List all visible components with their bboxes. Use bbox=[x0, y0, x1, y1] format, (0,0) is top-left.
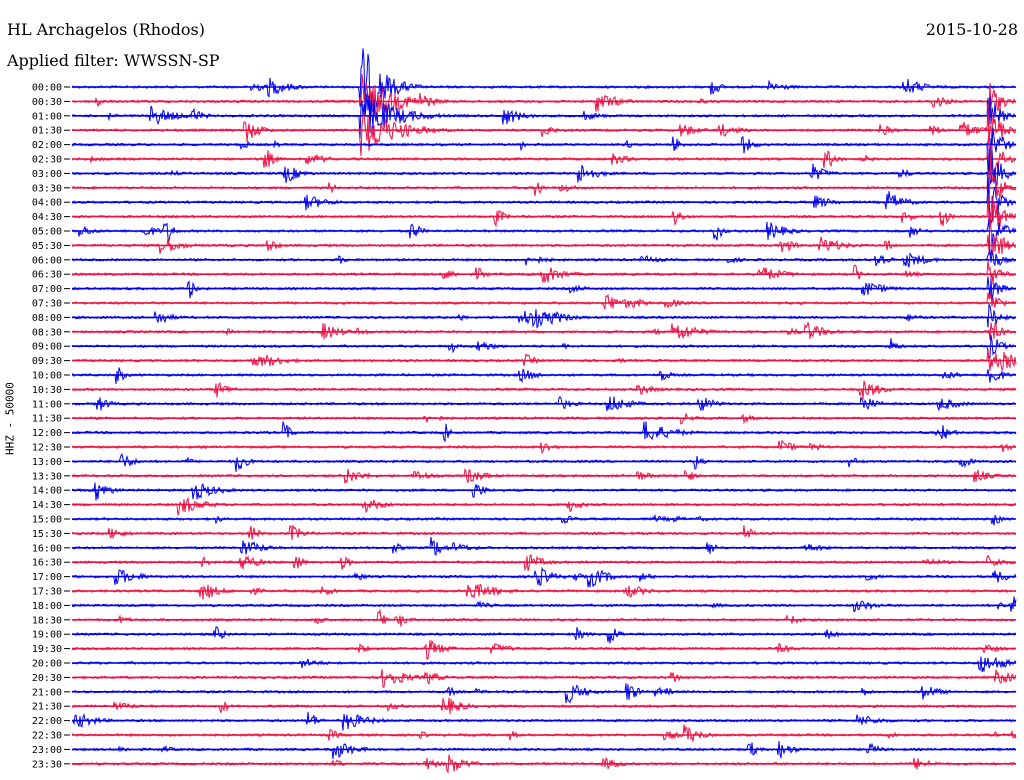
tick-label: 10:30 bbox=[32, 385, 62, 396]
tick-label: 17:00 bbox=[32, 572, 62, 583]
tick-label: 08:30 bbox=[32, 327, 62, 338]
tick-label: 01:00 bbox=[32, 111, 62, 122]
tick-label: 16:00 bbox=[32, 543, 62, 554]
seismic-trace bbox=[71, 380, 1017, 400]
tick-label: 07:30 bbox=[32, 299, 62, 310]
seismic-trace bbox=[71, 482, 1017, 501]
tick-label: 00:00 bbox=[32, 83, 62, 94]
seismic-trace bbox=[71, 656, 1017, 673]
tick-label: 20:30 bbox=[32, 673, 62, 684]
seismic-trace bbox=[71, 583, 1016, 600]
tick-label: 02:30 bbox=[32, 155, 62, 166]
tick-label: 06:30 bbox=[32, 270, 62, 281]
seismic-trace bbox=[71, 639, 1017, 661]
tick-label: 12:00 bbox=[32, 428, 62, 439]
tick-label: 03:30 bbox=[32, 183, 62, 194]
tick-label: 15:30 bbox=[32, 529, 62, 540]
seismic-trace bbox=[72, 420, 1017, 443]
station-title: HL Archagelos (Rhodos) bbox=[7, 20, 205, 39]
tick-label: 17:30 bbox=[32, 587, 62, 598]
seismic-trace bbox=[71, 48, 1017, 117]
tick-label: 14:30 bbox=[32, 500, 62, 511]
tick-label: 15:00 bbox=[32, 515, 62, 526]
tick-label: 20:00 bbox=[32, 659, 62, 670]
tick-label: 06:00 bbox=[32, 255, 62, 266]
seismic-trace bbox=[71, 724, 1017, 742]
tick-label: 00:30 bbox=[32, 97, 62, 108]
seismic-trace bbox=[71, 218, 1017, 257]
tick-label: 02:00 bbox=[32, 140, 62, 151]
tick-label: 10:00 bbox=[32, 371, 62, 382]
seismic-trace bbox=[72, 566, 1017, 588]
tick-label: 09:30 bbox=[32, 356, 62, 367]
seismic-trace bbox=[71, 596, 1017, 613]
tick-label: 21:00 bbox=[32, 687, 62, 698]
tick-label: 16:30 bbox=[32, 558, 62, 569]
tick-label: 12:30 bbox=[32, 443, 62, 454]
seismic-trace bbox=[71, 453, 1017, 472]
tick-label: 09:00 bbox=[32, 342, 62, 353]
tick-label: 04:00 bbox=[32, 198, 62, 209]
tick-label: 05:00 bbox=[32, 227, 62, 238]
seismic-trace bbox=[71, 513, 1017, 526]
tick-label: 22:00 bbox=[32, 716, 62, 727]
tick-label: 13:00 bbox=[32, 457, 62, 468]
tick-label: 04:30 bbox=[32, 212, 62, 223]
tick-label: 13:30 bbox=[32, 471, 62, 482]
tick-label: 01:30 bbox=[32, 126, 62, 137]
tick-label: 23:00 bbox=[32, 745, 62, 756]
tick-label: 19:00 bbox=[32, 630, 62, 641]
tick-label: 18:30 bbox=[32, 615, 62, 626]
seismic-trace bbox=[71, 626, 1016, 644]
seismic-trace bbox=[71, 74, 1017, 118]
tick-label: 11:30 bbox=[32, 414, 62, 425]
filter-label: Applied filter: WWSSN-SP bbox=[7, 51, 220, 70]
date-label: 2015-10-28 bbox=[925, 20, 1018, 39]
seismic-trace bbox=[71, 292, 1017, 310]
seismic-trace bbox=[71, 147, 1017, 188]
seismic-trace bbox=[71, 536, 1017, 557]
seismic-trace bbox=[71, 260, 1017, 285]
seismic-trace bbox=[71, 608, 1017, 627]
seismic-trace bbox=[71, 524, 1017, 541]
tick-label: 11:00 bbox=[32, 399, 62, 410]
tick-label: 08:00 bbox=[32, 313, 62, 324]
seismic-trace bbox=[71, 127, 1017, 175]
seismic-trace bbox=[72, 348, 1017, 372]
tick-label: 03:00 bbox=[32, 169, 62, 180]
seismic-trace bbox=[71, 195, 1017, 228]
seismic-trace bbox=[71, 302, 1017, 329]
tick-label: 21:30 bbox=[32, 702, 62, 713]
tick-label: 05:30 bbox=[32, 241, 62, 252]
tick-label: 23:30 bbox=[32, 759, 62, 770]
tick-label: 22:30 bbox=[32, 731, 62, 742]
tick-label: 18:00 bbox=[32, 601, 62, 612]
tick-label: 19:30 bbox=[32, 644, 62, 655]
tick-label: 14:00 bbox=[32, 486, 62, 497]
seismic-trace bbox=[71, 215, 1017, 255]
seismic-trace bbox=[71, 497, 1017, 516]
tick-label: 07:00 bbox=[32, 284, 62, 295]
seismic-trace bbox=[71, 683, 1017, 704]
